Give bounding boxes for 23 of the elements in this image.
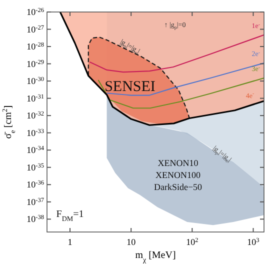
annotation: F$_{DM}$=1 — [56, 209, 84, 223]
y-tick-label: 10$^{-38}$ — [26, 214, 44, 224]
annotation: XENON10 — [158, 158, 199, 168]
annotation: XENON100 — [156, 170, 201, 180]
y-tick-label: 10$^{-29}$ — [26, 58, 44, 69]
x-axis-title: m$_{χ}$ [MeV] — [135, 250, 176, 264]
y-tick-label: 10$^{-28}$ — [26, 41, 44, 52]
x-tick-label: 1 — [68, 237, 72, 247]
x-tick-label: 10 — [126, 237, 136, 247]
y-tick-label: 10$^{-32}$ — [26, 110, 44, 121]
annotation: SENSEI — [104, 79, 156, 96]
y-tick-label: 10$^{-30}$ — [26, 76, 44, 86]
y-tick-label: 10$^{-26}$ — [26, 6, 44, 17]
y-tick-label: 10$^{-31}$ — [26, 92, 44, 104]
y-tick-label: 10$^{-35}$ — [26, 162, 44, 172]
y-tick-label: 10$^{-36}$ — [26, 179, 44, 190]
x-tick-label: 10$^{2}$ — [186, 236, 198, 247]
y-tick-label: 10$^{-33}$ — [26, 127, 44, 138]
annotation: DarkSide−50 — [154, 182, 203, 192]
y-tick-label: 10$^{-37}$ — [26, 196, 44, 207]
x-tick-label: 10$^{3}$ — [247, 236, 260, 247]
y-tick-label: 10$^{-34}$ — [26, 144, 45, 156]
y-tick-label: 10$^{-27}$ — [26, 24, 44, 34]
